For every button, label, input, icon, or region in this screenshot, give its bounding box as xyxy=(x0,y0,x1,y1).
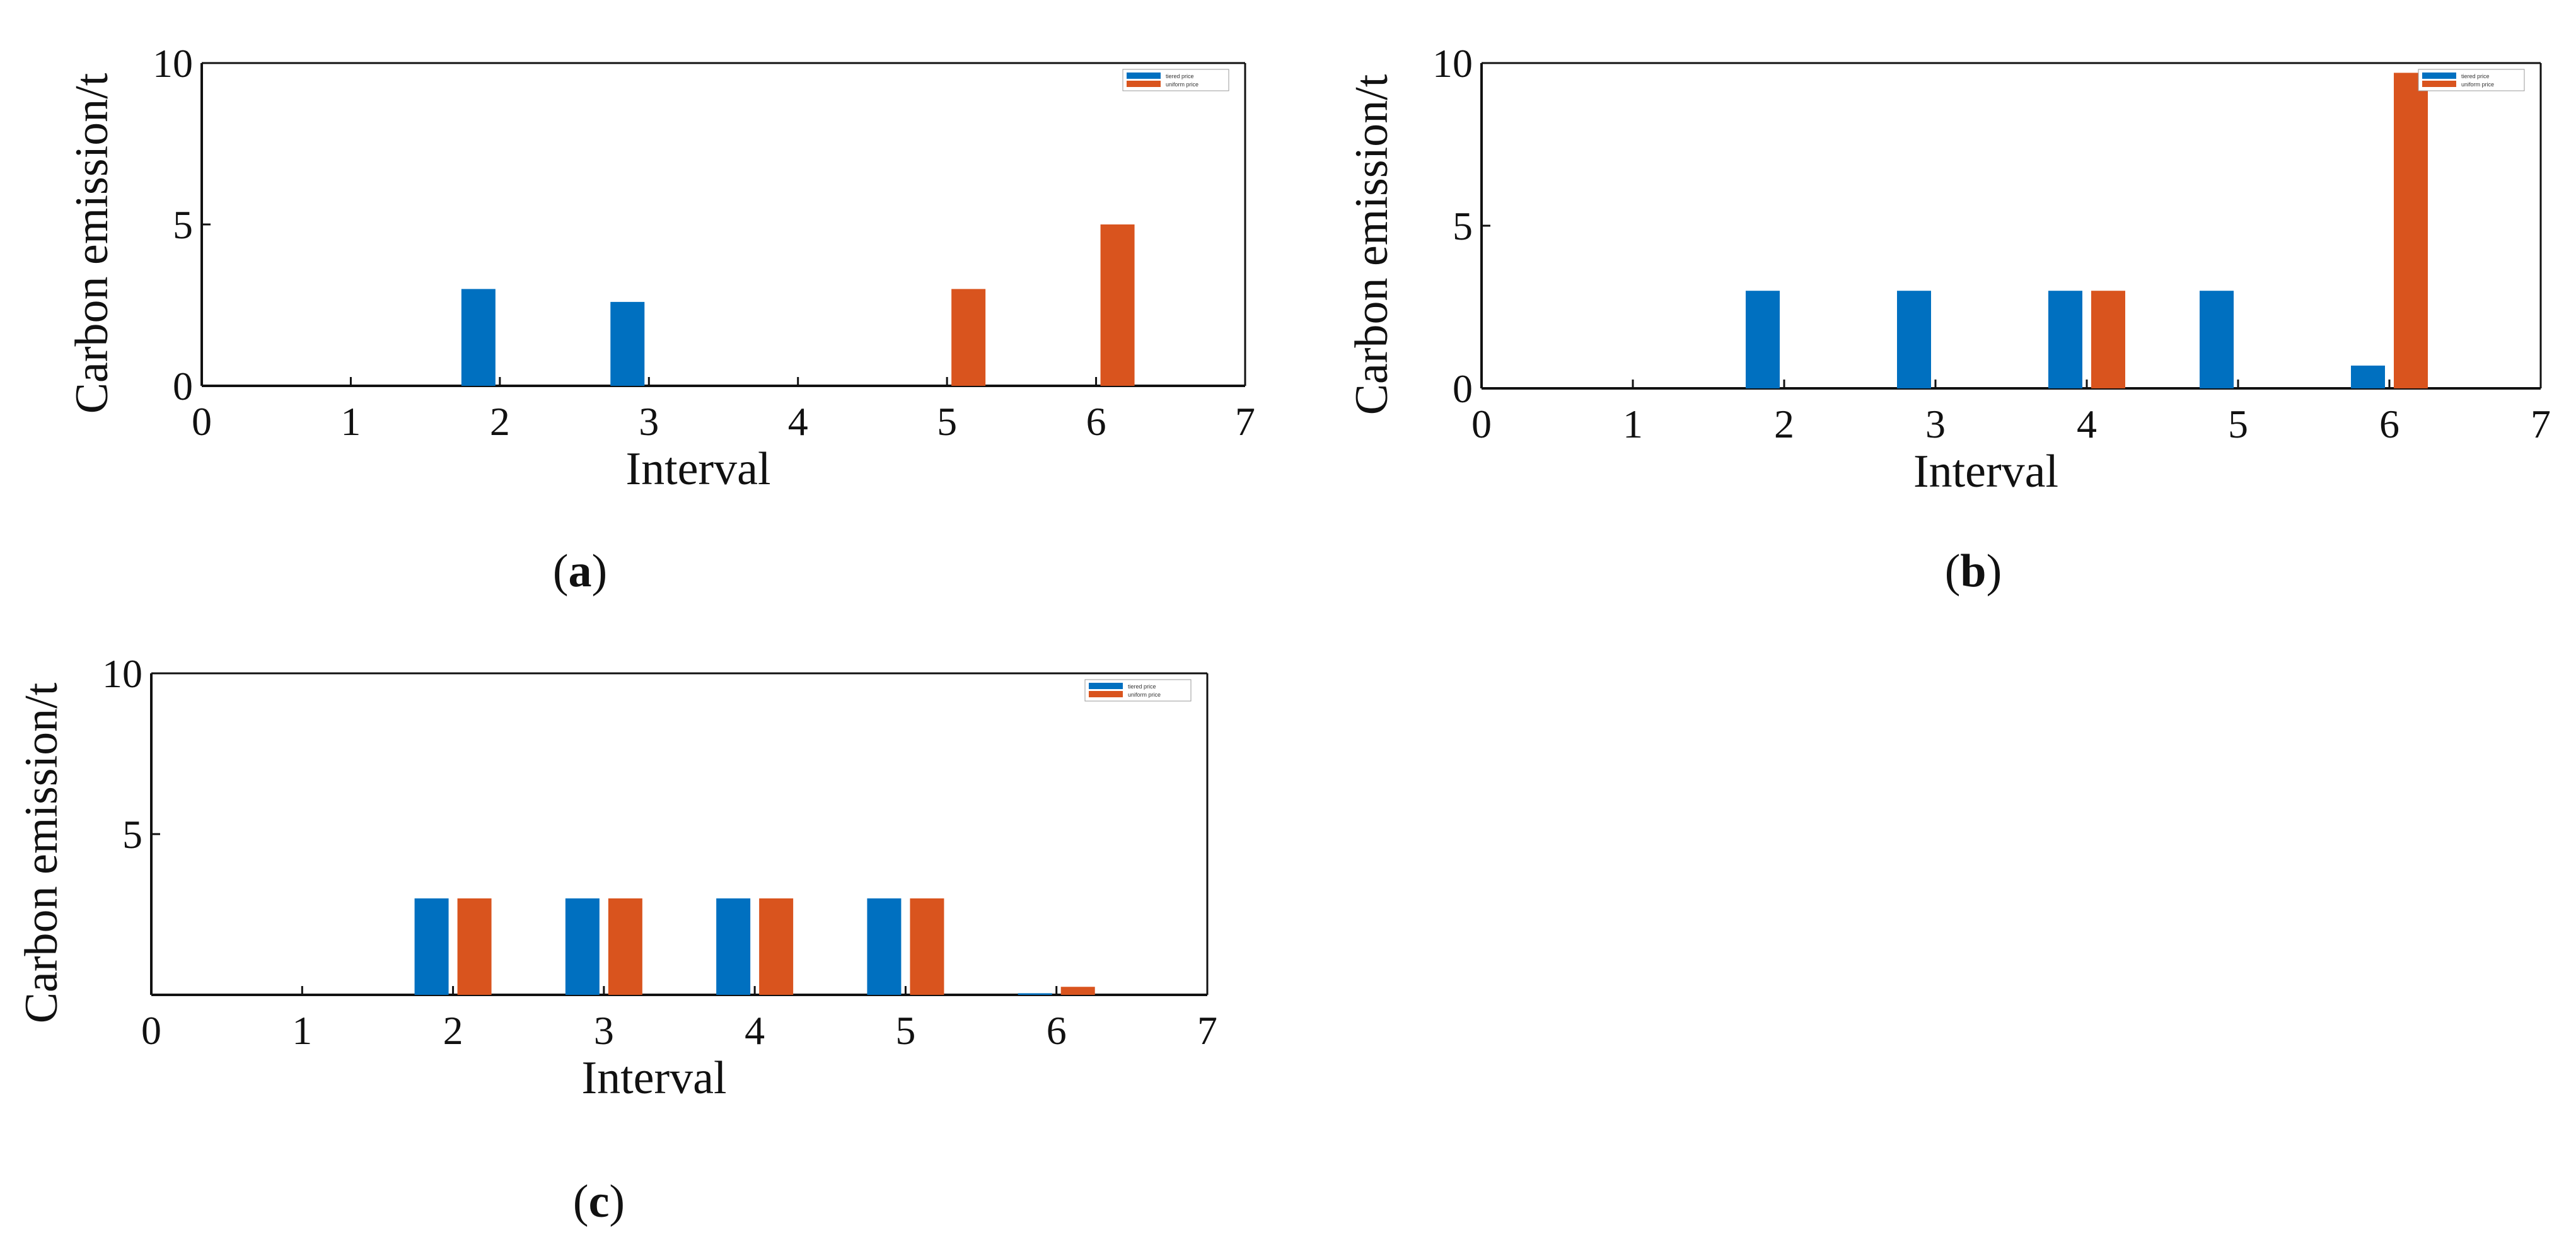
x-tick-label: 7 xyxy=(1235,399,1255,444)
legend-label: tiered price xyxy=(1166,73,1194,79)
bar-tiered-5 xyxy=(2200,291,2234,388)
bar-uniform-2 xyxy=(457,898,492,995)
panel-label: (c) xyxy=(573,1176,625,1227)
x-tick-label: 5 xyxy=(937,399,957,444)
x-tick-label: 3 xyxy=(594,1008,614,1053)
bar-uniform-6 xyxy=(1060,987,1095,995)
bar-uniform-5 xyxy=(951,289,986,386)
x-axis-title: Interval xyxy=(581,1052,726,1104)
bar-uniform-6 xyxy=(2394,73,2428,388)
bar-tiered-2 xyxy=(461,289,496,386)
x-tick-label: 7 xyxy=(1197,1008,1217,1053)
x-tick-label: 1 xyxy=(292,1008,312,1053)
legend-swatch-uniform xyxy=(1089,691,1123,697)
x-tick-label: 7 xyxy=(2531,402,2551,446)
bar-uniform-4 xyxy=(759,898,794,995)
bar-uniform-4 xyxy=(2091,291,2125,388)
x-tick-label: 5 xyxy=(2228,402,2248,446)
x-axis-title: Interval xyxy=(625,443,770,495)
bar-tiered-4 xyxy=(2048,291,2082,388)
chart-panel-a: 0 1 2 3 4 5 6 7 0 5 10 Interval Carbon emission/t tie… xyxy=(66,41,1255,597)
x-tick-label: 4 xyxy=(788,399,808,444)
legend-swatch-uniform xyxy=(2422,81,2456,87)
x-tick-label: 6 xyxy=(1086,399,1106,444)
bar-tiered-4 xyxy=(716,898,751,995)
y-axis-title: Carbon emission/t xyxy=(16,682,67,1023)
x-tick-label: 5 xyxy=(895,1008,915,1053)
y-tick-label: 0 xyxy=(173,364,193,409)
x-tick-label: 3 xyxy=(639,399,659,444)
bar-uniform-5 xyxy=(910,898,944,995)
bar-tiered-5 xyxy=(867,898,902,995)
legend: tiered price uniform price xyxy=(2418,69,2525,91)
x-tick-label: 6 xyxy=(1047,1008,1067,1053)
y-tick-label: 5 xyxy=(173,202,193,247)
legend-swatch-tiered xyxy=(1127,73,1161,79)
y-tick-label: 5 xyxy=(122,812,142,857)
y-tick-label: 10 xyxy=(153,41,193,86)
legend-swatch-tiered xyxy=(1089,683,1123,689)
x-axis-title: Interval xyxy=(1913,446,2058,497)
legend-label: uniform price xyxy=(1166,81,1198,88)
legend: tiered price uniform price xyxy=(1084,679,1192,702)
bar-tiered-6 xyxy=(1018,993,1052,995)
panel-label: (b) xyxy=(1945,545,2002,597)
x-tick-label: 0 xyxy=(141,1008,161,1053)
legend-label: tiered price xyxy=(1128,683,1156,690)
panel-label: (a) xyxy=(553,545,607,597)
x-tick-label: 2 xyxy=(1774,402,1794,446)
y-tick-label: 10 xyxy=(102,651,142,696)
x-tick-label: 3 xyxy=(1925,402,1946,446)
bar-tiered-6 xyxy=(2351,365,2385,388)
x-tick-label: 1 xyxy=(340,399,361,444)
bar-tiered-2 xyxy=(414,898,449,995)
x-tick-label: 1 xyxy=(1623,402,1643,446)
y-tick-label: 0 xyxy=(1453,366,1473,411)
legend-label: uniform price xyxy=(1128,692,1161,698)
x-tick-label: 4 xyxy=(2077,402,2097,446)
y-axis-title: Carbon emission/t xyxy=(1346,74,1398,415)
bar-tiered-3 xyxy=(565,898,600,995)
legend-swatch-tiered xyxy=(2422,73,2456,79)
bar-tiered-3 xyxy=(610,301,645,386)
legend-label: tiered price xyxy=(2461,73,2490,79)
bar-uniform-3 xyxy=(608,898,642,995)
bar-tiered-3 xyxy=(1897,291,1931,388)
chart-panel-c: 0 1 2 3 4 5 6 7 5 10 Interval Carbon emission/t tier… xyxy=(16,651,1217,1227)
x-tick-label: 0 xyxy=(1471,402,1492,446)
legend-label: uniform price xyxy=(2461,81,2494,88)
x-tick-label: 4 xyxy=(745,1008,765,1053)
y-axis-title: Carbon emission/t xyxy=(66,73,118,414)
bar-uniform-6 xyxy=(1100,224,1135,386)
bar-tiered-2 xyxy=(1746,291,1780,388)
y-tick-label: 5 xyxy=(1453,204,1473,248)
legend-swatch-uniform xyxy=(1127,81,1161,87)
x-tick-label: 2 xyxy=(490,399,510,444)
y-tick-label: 10 xyxy=(1432,41,1473,86)
x-tick-label: 0 xyxy=(192,399,212,444)
x-tick-label: 2 xyxy=(443,1008,463,1053)
chart-panel-b: 0 1 2 3 4 5 6 7 0 5 10 Interval Carbon emission/t tie… xyxy=(1346,41,2551,597)
x-tick-label: 6 xyxy=(2379,402,2399,446)
legend: tiered price uniform price xyxy=(1122,69,1229,91)
